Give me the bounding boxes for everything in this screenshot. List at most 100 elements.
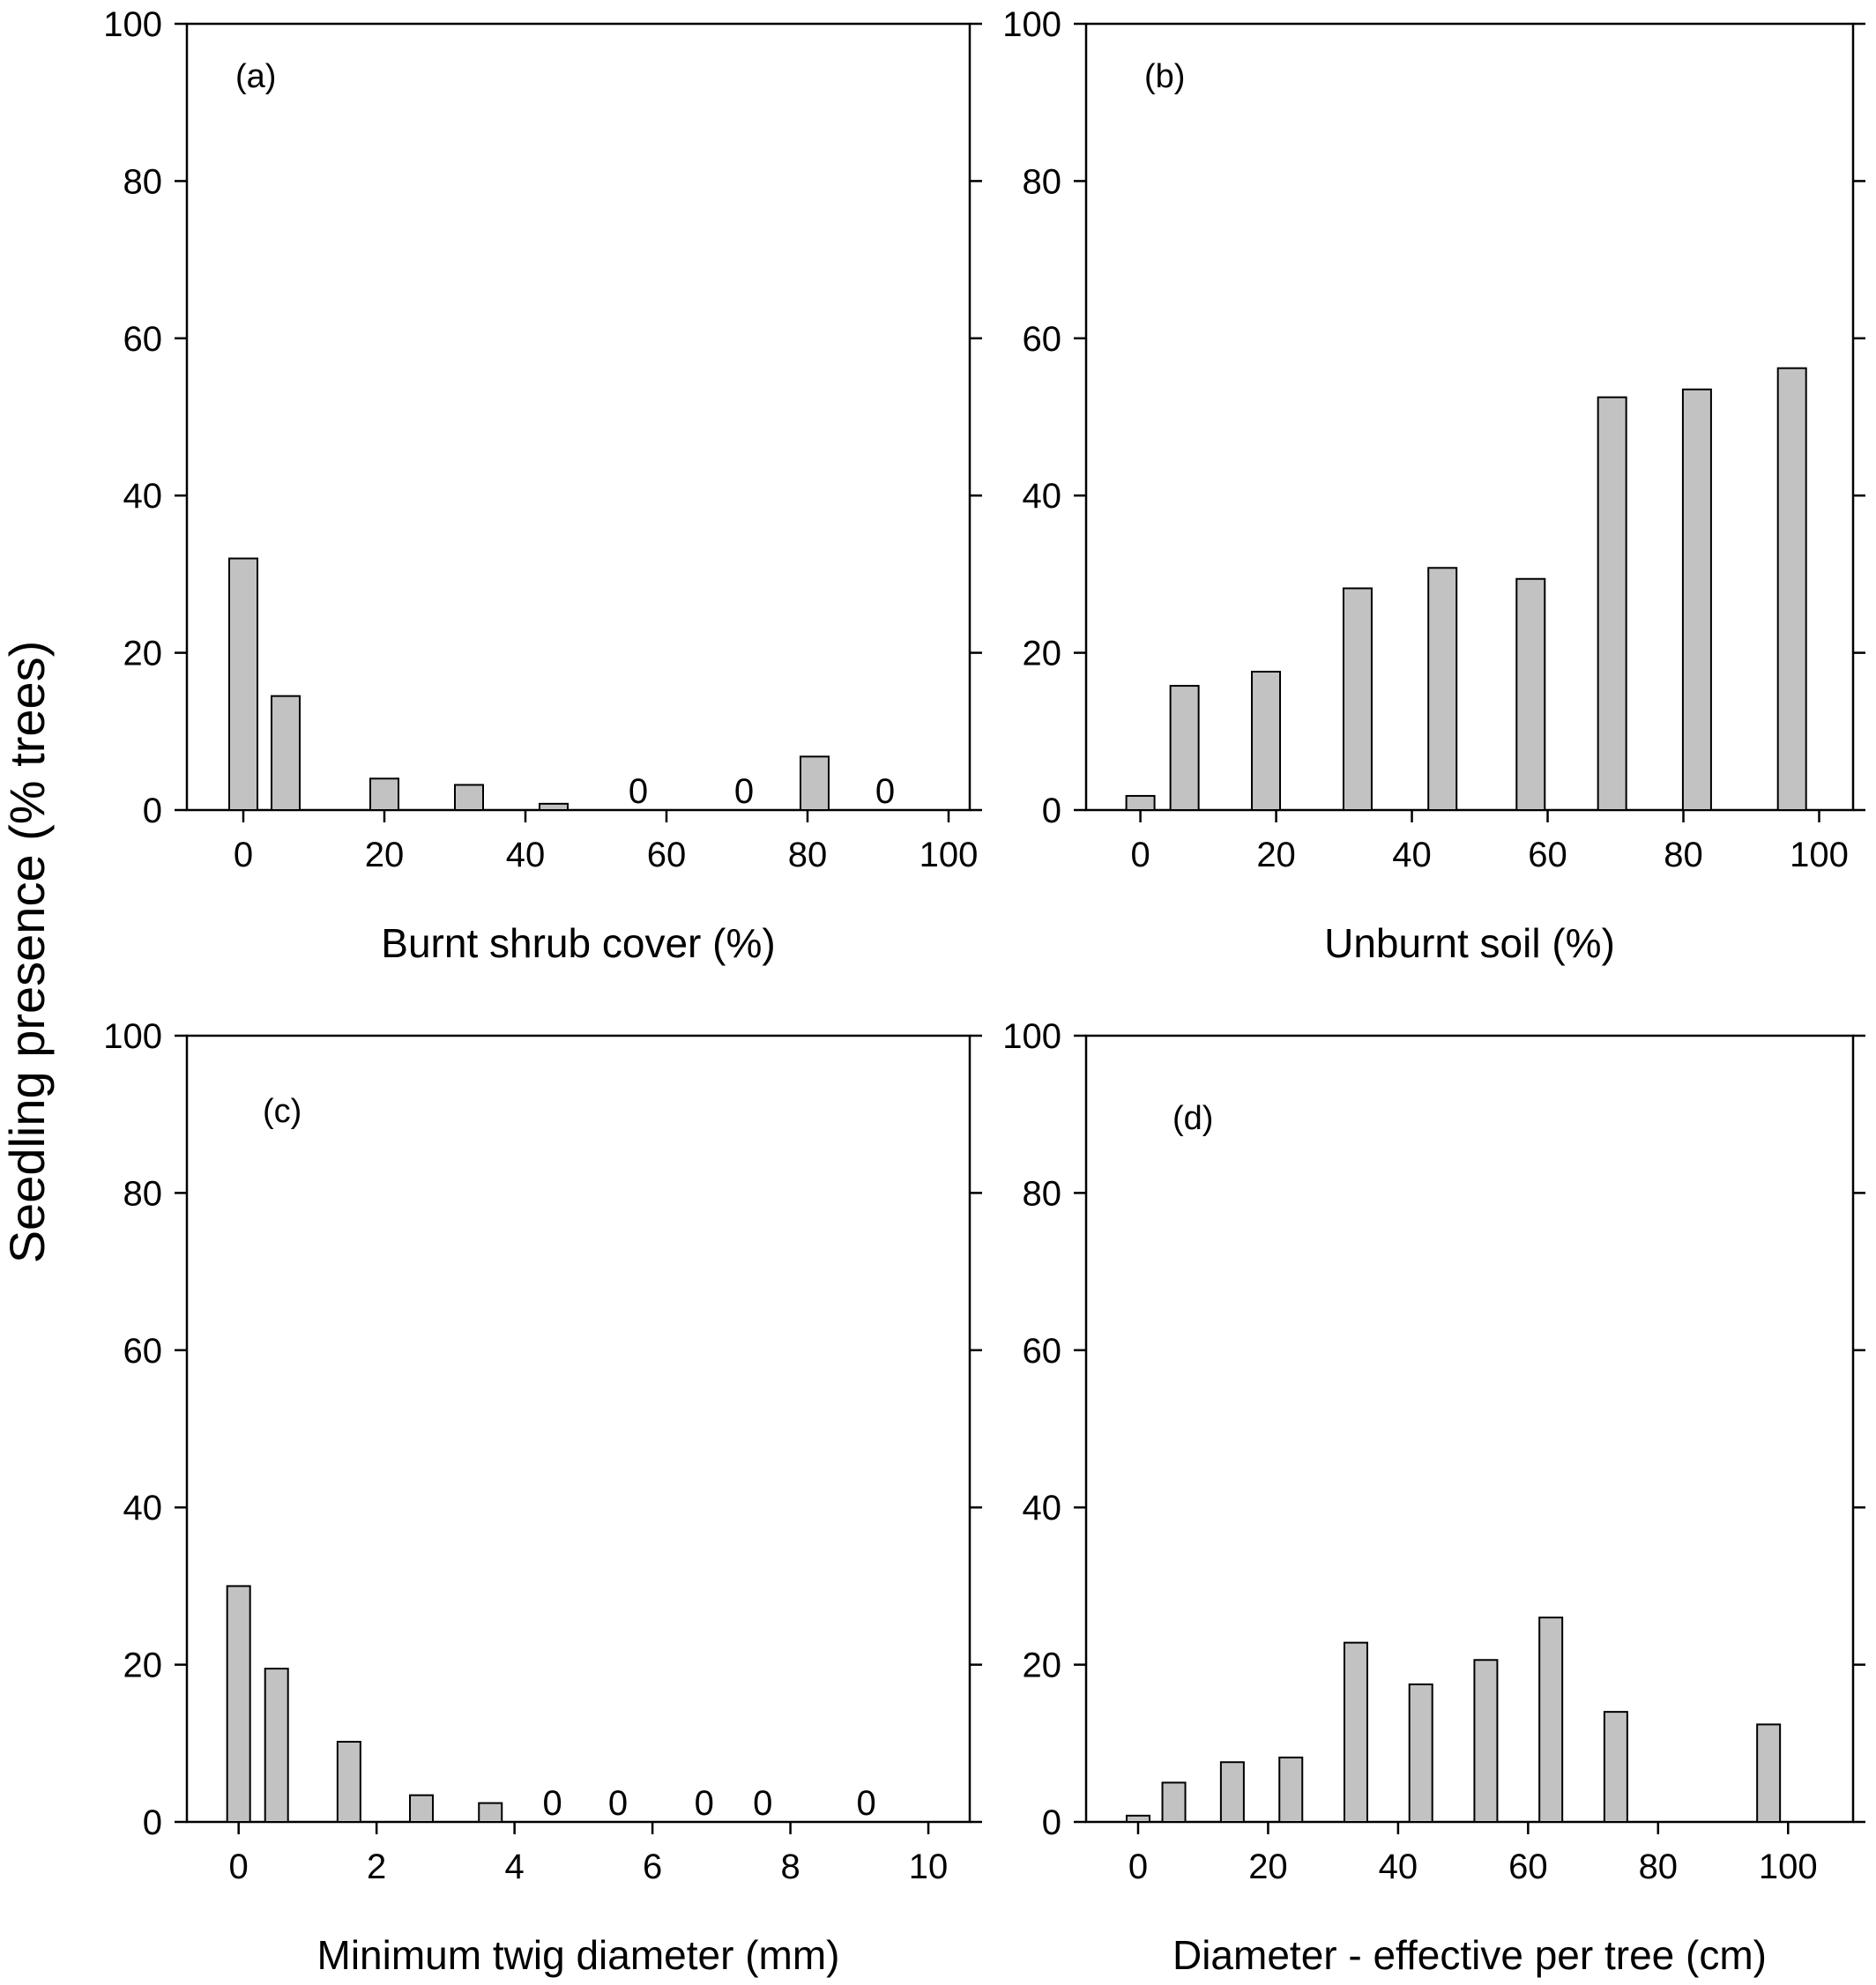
y-tick-label: 20 <box>123 1647 163 1685</box>
panel-label: (a) <box>235 58 276 95</box>
x-tick-label: 100 <box>1790 836 1849 874</box>
y-tick-label: 60 <box>1023 320 1062 359</box>
y-tick-label: 40 <box>123 477 163 516</box>
y-tick-label: 60 <box>123 1332 163 1371</box>
x-tick-label: 20 <box>1256 836 1296 874</box>
x-tick-label: 10 <box>909 1847 949 1886</box>
x-axis-title: Burnt shrub cover (%) <box>381 920 775 966</box>
x-tick-label: 0 <box>1128 1847 1148 1886</box>
bar <box>1538 1617 1564 1823</box>
y-tick-label: 100 <box>1002 5 1061 44</box>
x-tick-label: 20 <box>365 836 405 874</box>
y-tick-label: 60 <box>123 320 163 359</box>
zero-value-label: 0 <box>857 1784 876 1823</box>
bar <box>1427 567 1458 811</box>
zero-value-label: 0 <box>753 1784 772 1823</box>
x-tick-label: 60 <box>647 836 687 874</box>
x-tick-label: 40 <box>506 836 546 874</box>
bar <box>1756 1723 1782 1823</box>
bar <box>800 755 830 811</box>
y-tick-label: 100 <box>1002 1017 1061 1056</box>
bar <box>1473 1659 1499 1824</box>
bar <box>1776 367 1807 811</box>
x-tick-label: 8 <box>780 1847 800 1886</box>
y-tick-label: 80 <box>123 162 163 201</box>
bar <box>336 1741 361 1823</box>
y-tick-label: 20 <box>123 635 163 673</box>
x-tick-label: 60 <box>1508 1847 1548 1886</box>
y-tick-label: 40 <box>1023 477 1062 516</box>
plot-frame <box>185 22 972 812</box>
x-axis-title: Minimum twig diameter (mm) <box>317 1932 840 1978</box>
bar <box>1278 1756 1304 1823</box>
chart-panel-b: 0 20 40 60 80 100 0 20 40 60 80 100 Unburnt soil (%)… <box>1002 5 1865 966</box>
zero-value-label: 0 <box>543 1784 562 1823</box>
y-tick-label: 20 <box>1023 1647 1062 1685</box>
zero-value-label: 0 <box>608 1784 628 1823</box>
y-tick-label: 0 <box>143 792 162 830</box>
x-tick-label: 0 <box>234 836 253 874</box>
x-tick-label: 80 <box>1639 1847 1679 1886</box>
y-tick-label: 0 <box>1042 1803 1061 1842</box>
bar <box>454 784 484 811</box>
zero-value-label: 0 <box>695 1784 714 1823</box>
bar <box>1597 396 1627 811</box>
panel-label: (c) <box>263 1093 302 1130</box>
y-tick-label: 100 <box>103 5 162 44</box>
y-tick-label: 0 <box>143 1803 162 1842</box>
x-tick-label: 6 <box>643 1847 662 1886</box>
zero-value-label: 0 <box>734 772 754 811</box>
y-tick-label: 40 <box>1023 1489 1062 1528</box>
y-tick-label: 20 <box>1023 635 1062 673</box>
y-tick-label: 0 <box>1042 792 1061 830</box>
plot-frame <box>185 1034 972 1824</box>
bar <box>226 1585 251 1824</box>
bar <box>264 1668 289 1824</box>
x-tick-label: 0 <box>1130 836 1150 874</box>
x-tick-label: 4 <box>505 1847 525 1886</box>
bar <box>1681 388 1712 811</box>
x-tick-label: 40 <box>1379 1847 1418 1886</box>
x-tick-label: 80 <box>1664 836 1703 874</box>
bar <box>1342 587 1373 811</box>
plot-frame <box>1084 22 1855 812</box>
x-tick-label: 20 <box>1248 1847 1288 1886</box>
y-tick-label: 100 <box>103 1017 162 1056</box>
y-tick-label: 80 <box>1023 162 1062 201</box>
bar <box>1343 1641 1368 1824</box>
panel-label: (d) <box>1172 1100 1213 1137</box>
bar <box>228 557 258 811</box>
x-tick-label: 2 <box>367 1847 386 1886</box>
y-tick-label: 40 <box>123 1489 163 1528</box>
panel-label: (b) <box>1144 58 1185 95</box>
bar <box>1219 1761 1245 1824</box>
y-tick-label: 80 <box>1023 1174 1062 1213</box>
zero-value-label: 0 <box>875 772 895 811</box>
bar <box>1161 1781 1187 1824</box>
bar <box>539 802 569 812</box>
x-tick-label: 100 <box>919 836 979 874</box>
bar <box>478 1802 503 1824</box>
bar <box>369 777 399 812</box>
bar <box>409 1794 435 1823</box>
chart-panel-d: 0 20 40 60 80 100 0 20 40 60 80 100 Diameter - effec… <box>1002 1017 1865 1978</box>
x-axis-title: Diameter - effective per tree (cm) <box>1172 1932 1767 1978</box>
bar <box>1515 577 1546 811</box>
bar <box>1125 794 1156 811</box>
zero-value-label: 0 <box>629 772 648 811</box>
shared-y-axis-title: Seedling presence (% trees) <box>0 641 55 1264</box>
chart-panel-c: 0 20 40 60 80 100 0 2 4 6 8 10 Minimum twig diameter… <box>103 1017 982 1978</box>
bar <box>1408 1683 1433 1824</box>
x-tick-label: 100 <box>1759 1847 1818 1886</box>
chart-panel-a: 0 20 40 60 80 100 0 20 40 60 80 100 Burnt shrub cove… <box>103 5 982 966</box>
x-axis-title: Unburnt soil (%) <box>1324 920 1615 966</box>
x-tick-label: 0 <box>229 1847 249 1886</box>
bar <box>271 695 301 811</box>
x-tick-label: 60 <box>1528 836 1567 874</box>
bar <box>1125 1814 1150 1824</box>
y-tick-label: 60 <box>1023 1332 1062 1371</box>
x-tick-label: 80 <box>788 836 828 874</box>
plot-frame <box>1084 1034 1855 1824</box>
